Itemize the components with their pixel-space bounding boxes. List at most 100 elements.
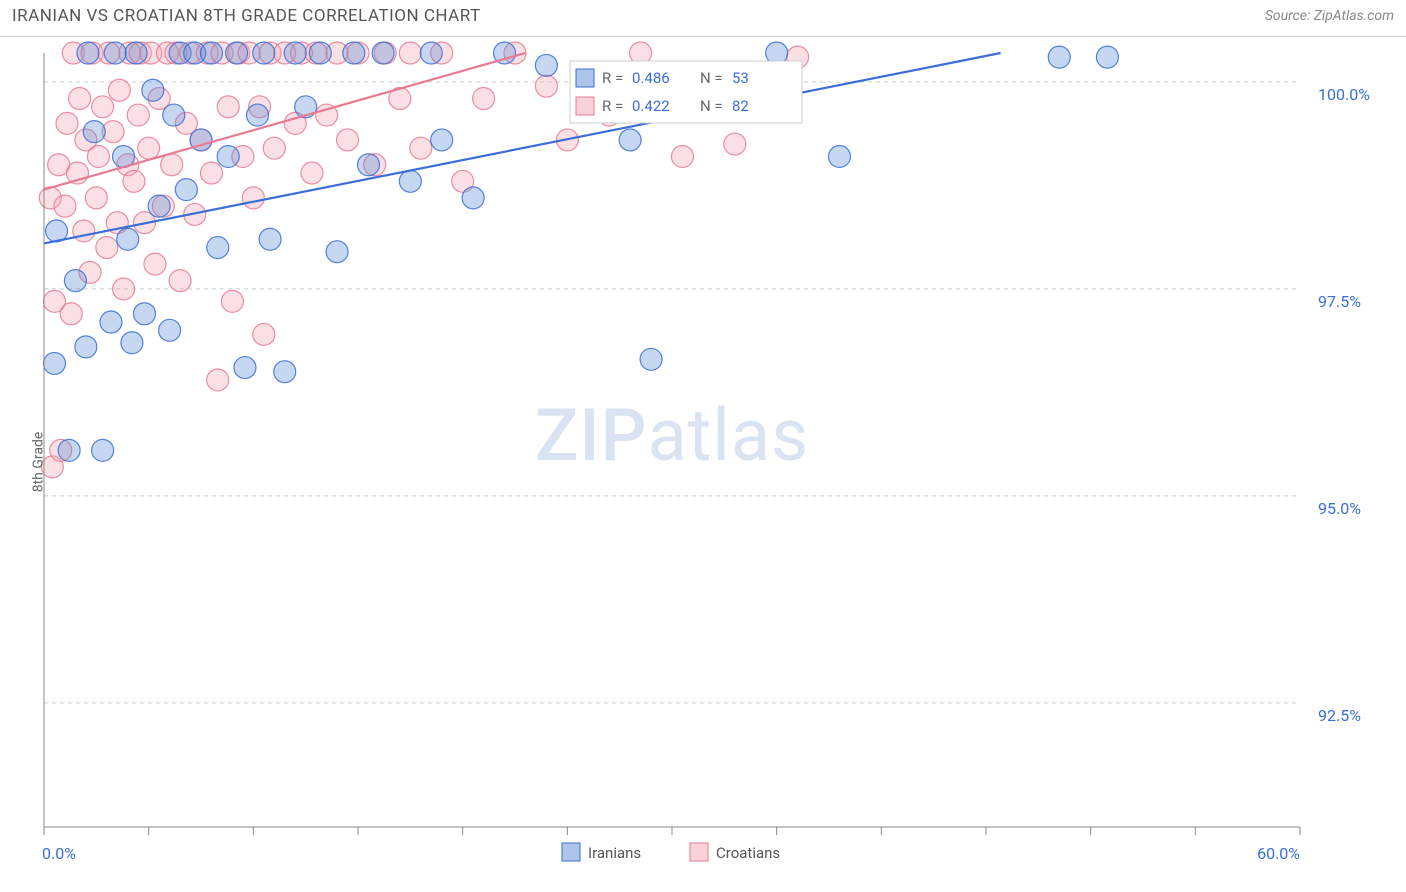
data-point (69, 88, 91, 110)
data-point (828, 145, 850, 167)
data-point (284, 42, 306, 64)
legend-r-label: R = (602, 97, 623, 115)
bottom-legend-swatch (562, 843, 580, 861)
data-point (85, 187, 107, 209)
data-point (64, 270, 86, 292)
x-min-label: 0.0% (42, 844, 76, 863)
legend-r-value: 0.486 (632, 69, 670, 87)
data-point (640, 348, 662, 370)
data-point (410, 137, 432, 159)
data-point (56, 112, 78, 134)
data-point (163, 104, 185, 126)
data-point (343, 42, 365, 64)
data-point (1048, 46, 1070, 68)
data-point (431, 129, 453, 151)
scatter-chart-svg: 92.5% 95.0% 97.5% 100.0% ZIPatlas 0.0% 60.0% R … (0, 37, 1406, 887)
data-point (207, 369, 229, 391)
data-point (207, 237, 229, 259)
data-point (217, 96, 239, 118)
data-point (253, 42, 275, 64)
data-point (169, 270, 191, 292)
data-point (75, 336, 97, 358)
data-point (104, 42, 126, 64)
legend-r-label: R = (602, 69, 623, 87)
data-point (133, 303, 155, 325)
y-axis-label: 8th Grade (30, 432, 46, 493)
data-point (1096, 46, 1118, 68)
data-point (259, 228, 281, 250)
data-point (301, 162, 323, 184)
bottom-legend-label: Iranians (588, 844, 641, 862)
data-point (263, 137, 285, 159)
data-point (121, 332, 143, 354)
chart-area: 8th Grade 92.5% 95.0% 97.5% 100.0% ZIPatlas 0… (0, 37, 1406, 887)
data-point (159, 319, 181, 341)
data-point (473, 88, 495, 110)
data-point (337, 129, 359, 151)
data-point (142, 79, 164, 101)
header: IRANIAN VS CROATIAN 8TH GRADE CORRELATIO… (0, 0, 1406, 37)
data-point (83, 121, 105, 143)
data-point (200, 42, 222, 64)
chart-title: IRANIAN VS CROATIAN 8TH GRADE CORRELATIO… (12, 6, 481, 26)
data-point (60, 303, 82, 325)
data-point (148, 195, 170, 217)
data-point (253, 323, 275, 345)
data-point (357, 154, 379, 176)
data-point (113, 278, 135, 300)
data-point (96, 237, 118, 259)
data-point (247, 104, 269, 126)
data-point (100, 311, 122, 333)
y-tick-label: 95.0% (1318, 499, 1361, 518)
y-tick-label: 97.5% (1318, 292, 1361, 311)
bottom-legend-swatch (690, 843, 708, 861)
legend-n-label: N = (700, 97, 723, 115)
data-point (73, 220, 95, 242)
data-point (92, 96, 114, 118)
data-point (161, 154, 183, 176)
data-point (87, 145, 109, 167)
legend-swatch (576, 97, 594, 115)
data-point (175, 179, 197, 201)
data-point (399, 42, 421, 64)
source-attribution: Source: ZipAtlas.com (1265, 8, 1394, 24)
data-point (274, 361, 296, 383)
data-point (200, 162, 222, 184)
y-tick-label: 92.5% (1318, 706, 1361, 725)
data-point (242, 187, 264, 209)
data-point (724, 133, 746, 155)
data-point (535, 54, 557, 76)
data-point (619, 129, 641, 151)
data-point (234, 357, 256, 379)
bottom-legend-label: Croatians (716, 844, 780, 862)
data-point (77, 42, 99, 64)
data-point (671, 145, 693, 167)
y-tick-label: 100.0% (1318, 85, 1370, 104)
data-point (326, 241, 348, 263)
data-point (123, 170, 145, 192)
data-point (125, 42, 147, 64)
data-point (399, 170, 421, 192)
x-max-label: 60.0% (1257, 844, 1300, 863)
data-point (58, 439, 80, 461)
data-point (221, 290, 243, 312)
watermark: ZIPatlas (535, 393, 809, 478)
data-point (535, 75, 557, 97)
data-point (43, 352, 65, 374)
data-point (462, 187, 484, 209)
legend-n-value: 53 (732, 69, 749, 87)
data-point (144, 253, 166, 275)
data-point (372, 42, 394, 64)
legend-n-label: N = (700, 69, 723, 87)
legend-r-value: 0.422 (632, 97, 670, 115)
data-point (92, 439, 114, 461)
legend-n-value: 82 (732, 97, 749, 115)
data-point (226, 42, 248, 64)
data-point (420, 42, 442, 64)
data-point (217, 145, 239, 167)
data-point (54, 195, 76, 217)
data-point (108, 79, 130, 101)
data-point (138, 137, 160, 159)
data-point (127, 104, 149, 126)
data-point (117, 228, 139, 250)
